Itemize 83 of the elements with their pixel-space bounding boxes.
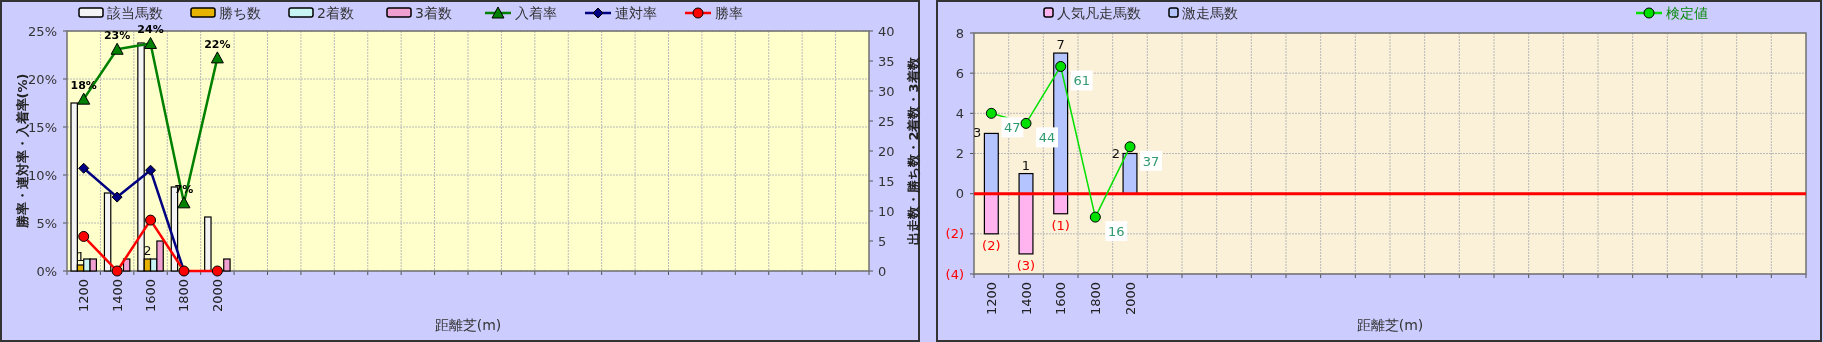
point — [1055, 60, 1067, 72]
data-label: 2 — [1111, 145, 1121, 161]
data-label: 23% — [103, 29, 131, 43]
point — [211, 265, 223, 277]
data-label: 47 — [1004, 120, 1021, 136]
y2-tick-label: 30 — [878, 83, 895, 99]
point — [78, 162, 90, 174]
x-axis-title: 距離芝(m) — [434, 317, 502, 333]
y-tick-label: 5% — [36, 215, 57, 231]
x-tick-label: 2000 — [209, 279, 225, 313]
y-tick-label: 4 — [955, 105, 964, 121]
y-tick-label: 25% — [28, 23, 57, 39]
bar — [983, 193, 999, 235]
data-label: 16 — [1108, 224, 1125, 240]
x-tick-label: 1600 — [1053, 282, 1069, 316]
point — [78, 230, 90, 242]
data-label: (3) — [1016, 257, 1036, 273]
x-axis-title: 距離芝(m) — [1356, 317, 1424, 333]
legend-label: 検定値 — [1666, 5, 1708, 21]
y2-tick-label: 5 — [878, 233, 887, 249]
y2-tick-label: 15 — [878, 173, 895, 189]
legend-label: 2着数 — [317, 5, 354, 21]
point — [210, 51, 224, 64]
legend-label: 激走馬数 — [1182, 5, 1238, 21]
y2-tick-label: 25 — [878, 113, 895, 129]
legend-label: 3着数 — [415, 5, 452, 21]
data-label: (2) — [982, 237, 1001, 253]
x-tick-label: 1400 — [1018, 282, 1034, 316]
y2-tick-label: 40 — [878, 23, 895, 39]
data-label: 22% — [204, 37, 231, 51]
y2-tick-label: 35 — [878, 53, 895, 69]
legend-label: 入着率 — [515, 5, 557, 21]
y2-axis-title: 出走数・勝ち数・2着数・3着数 — [905, 56, 921, 245]
point — [111, 265, 123, 277]
legend-label: 該当馬数 — [107, 5, 163, 21]
x-tick-label: 1200 — [76, 279, 92, 313]
point — [145, 164, 157, 176]
data-label: 7 — [1056, 37, 1065, 53]
bar — [1018, 172, 1034, 195]
y-tick-label: 10% — [28, 167, 57, 183]
point — [177, 196, 191, 209]
y-tick-label: 2 — [955, 146, 964, 161]
data-label: 24% — [137, 23, 164, 37]
x-tick-label: 1200 — [983, 282, 999, 316]
data-label: 44 — [1038, 130, 1056, 146]
y2-tick-label: 0 — [878, 263, 887, 279]
y-tick-label: 6 — [955, 65, 964, 81]
point — [111, 191, 123, 203]
point — [1124, 141, 1136, 153]
data-label: 1 — [1021, 157, 1031, 173]
x-tick-label: 2000 — [1122, 282, 1138, 316]
y-tick-label: 20% — [28, 71, 57, 87]
y-tick-label: 15% — [28, 119, 57, 135]
legend-label: 連対率 — [615, 5, 657, 21]
y2-tick-label: 20 — [878, 143, 895, 159]
data-label: 3 — [973, 125, 982, 141]
point — [144, 36, 158, 49]
x-tick-label: 1800 — [176, 279, 192, 313]
data-label: 1 — [76, 249, 85, 264]
point — [1089, 211, 1101, 223]
y-tick-label: (2) — [945, 226, 964, 242]
data-label: (1) — [1051, 217, 1070, 233]
x-tick-label: 1400 — [109, 279, 125, 313]
legend-label: 勝ち数 — [219, 5, 261, 21]
x-tick-label: 1800 — [1087, 282, 1103, 316]
data-label: 37 — [1142, 153, 1160, 169]
data-label: 61 — [1073, 73, 1090, 89]
legend-label: 勝率 — [715, 5, 743, 21]
point — [1020, 117, 1032, 129]
y-tick-label: 8 — [955, 25, 964, 41]
y2-tick-label: 10 — [878, 203, 895, 219]
legend-label: 人気凡走馬数 — [1057, 5, 1141, 21]
point — [145, 214, 157, 226]
y-tick-label: 0 — [955, 186, 964, 202]
point — [985, 107, 997, 119]
bar — [983, 132, 999, 195]
y-axis-title: 勝率・連対率・入着率(%) — [14, 73, 30, 230]
bar — [1018, 193, 1034, 255]
y-tick-label: 0% — [36, 263, 57, 279]
x-tick-label: 1600 — [143, 279, 159, 313]
point — [77, 92, 91, 105]
y-tick-label: (4) — [945, 266, 964, 282]
point — [110, 42, 124, 55]
